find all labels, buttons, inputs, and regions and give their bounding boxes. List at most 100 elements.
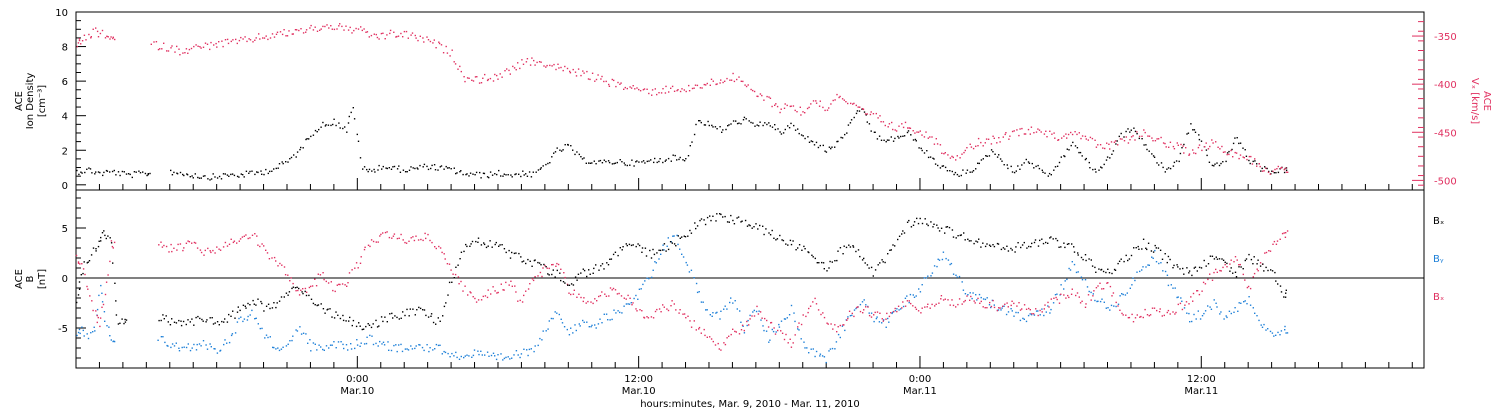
by-point <box>611 318 613 321</box>
bx-point <box>158 319 160 322</box>
velocity-point <box>433 39 435 41</box>
velocity-point <box>551 65 553 67</box>
density-point <box>766 123 768 126</box>
density-point <box>824 150 826 152</box>
velocity-point <box>685 90 687 93</box>
by-point <box>617 310 619 312</box>
velocity-point <box>538 61 541 63</box>
by-point <box>732 302 734 304</box>
velocity-point <box>460 70 462 73</box>
bz-point <box>392 235 395 237</box>
velocity-point <box>589 78 591 81</box>
by-point <box>464 355 466 357</box>
bx-point <box>1068 243 1070 245</box>
velocity-point <box>639 90 642 92</box>
bz-point <box>1067 294 1069 297</box>
bx-point <box>720 213 722 216</box>
velocity-point <box>703 83 705 86</box>
bz-point <box>951 299 953 301</box>
velocity-point <box>691 87 694 90</box>
density-point <box>368 168 371 171</box>
bx-point <box>795 249 797 251</box>
by-point <box>950 262 953 265</box>
bx-point <box>606 262 608 264</box>
by-point <box>723 308 725 310</box>
bx-point <box>398 318 400 320</box>
bz-point <box>462 290 464 292</box>
velocity-point <box>1180 143 1182 146</box>
density-point <box>333 118 335 120</box>
bx-point <box>1118 260 1121 262</box>
velocity-point <box>715 83 717 86</box>
bz-point <box>177 243 179 246</box>
velocity-point <box>843 99 845 101</box>
bz-point <box>393 233 396 235</box>
by-point <box>183 346 185 348</box>
density-point <box>1200 140 1203 142</box>
by-point <box>1263 323 1265 326</box>
by-point <box>350 343 352 345</box>
bx-point <box>1167 255 1170 258</box>
bx-point <box>803 245 805 248</box>
bx-point <box>946 226 949 228</box>
by-point <box>859 303 862 306</box>
density-point <box>934 163 937 165</box>
velocity-point <box>611 78 613 81</box>
bz-point <box>743 329 745 332</box>
by-point <box>379 340 381 343</box>
velocity-point <box>710 78 713 80</box>
velocity-point <box>171 45 173 47</box>
velocity-point <box>862 108 865 111</box>
density-point <box>996 156 999 158</box>
density-point <box>106 170 109 172</box>
bz-point <box>236 242 238 244</box>
bz-point <box>218 248 220 250</box>
velocity-point <box>594 80 596 82</box>
bx-point <box>1285 292 1287 294</box>
density-point <box>488 176 490 179</box>
velocity-point <box>688 90 691 92</box>
density-point <box>769 125 771 127</box>
density-point <box>1194 131 1197 133</box>
velocity-point <box>319 29 321 31</box>
bx-point <box>1090 259 1092 261</box>
bx-point <box>1221 258 1223 260</box>
by-point <box>1226 316 1228 319</box>
bx-point <box>1077 254 1079 256</box>
velocity-point <box>1193 152 1195 154</box>
bx-point <box>826 270 828 272</box>
bx-point <box>811 254 813 256</box>
bx-point <box>392 317 394 319</box>
bz-point <box>292 282 294 285</box>
velocity-point <box>155 41 158 43</box>
velocity-point <box>601 75 603 78</box>
bz-point <box>203 254 205 256</box>
by-point <box>426 344 428 346</box>
density-point <box>496 173 498 176</box>
bz-point <box>327 282 330 284</box>
by-point <box>1160 262 1162 264</box>
density-point <box>1277 171 1280 174</box>
bz-point <box>247 237 249 240</box>
by-point <box>247 315 249 318</box>
velocity-point <box>478 82 481 84</box>
velocity-point <box>679 90 682 93</box>
by-point <box>481 354 483 356</box>
velocity-point <box>643 88 646 90</box>
density-point <box>762 124 764 127</box>
bz-point <box>812 301 814 303</box>
by-point <box>76 334 78 337</box>
velocity-point <box>1081 135 1084 137</box>
velocity-point <box>1110 141 1113 143</box>
density-point <box>949 170 951 172</box>
velocity-point <box>977 145 979 147</box>
by-point <box>1027 314 1030 317</box>
bz-point <box>1196 290 1199 292</box>
bx-point <box>414 314 416 316</box>
by-point <box>1267 328 1269 330</box>
bz-point <box>654 310 657 313</box>
bz-point <box>439 247 442 249</box>
density-point <box>95 171 97 173</box>
by-point <box>747 319 749 322</box>
density-point <box>295 156 297 158</box>
